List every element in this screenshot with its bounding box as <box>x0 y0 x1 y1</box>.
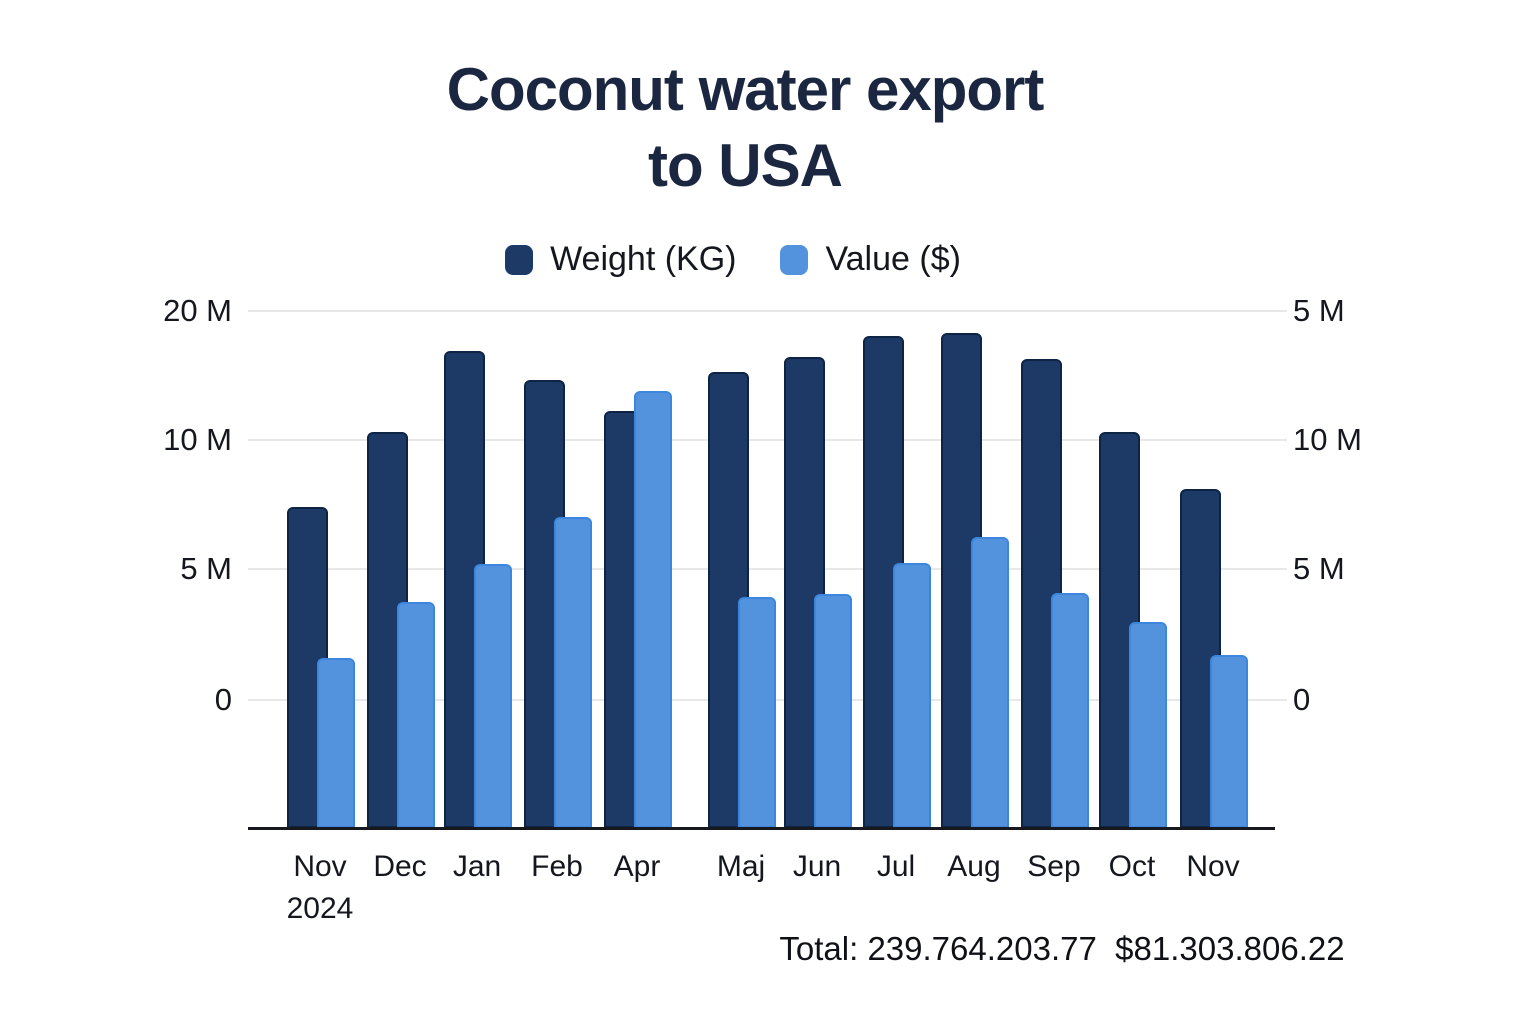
x-axis-label-nov: Nov <box>1186 850 1240 883</box>
bar-value-sep <box>1051 593 1089 828</box>
gridline <box>248 568 1287 570</box>
right-axis-tick: 0 <box>1293 682 1311 717</box>
x-axis-label-nov: Nov 2024 <box>260 846 380 930</box>
right-axis-tick: 5 M <box>1293 293 1345 328</box>
x-axis-label-apr: Apr <box>613 850 661 883</box>
legend-label-value: Value ($) <box>825 240 961 278</box>
bar-value-dec <box>397 602 435 828</box>
chart-title-line1: Coconut water export <box>446 56 1045 123</box>
value-swatch <box>780 244 809 275</box>
x-axis-label-feb: Feb <box>531 850 583 883</box>
x-axis-sublabel-year: 2024 <box>286 892 354 925</box>
left-axis-tick: 10 M <box>163 422 232 457</box>
legend-item-value: Value ($) <box>780 240 961 279</box>
gridline <box>248 310 1287 312</box>
x-axis-label-dec: Dec <box>373 850 427 883</box>
bar-value-maj <box>738 597 776 828</box>
x-axis-line <box>248 827 1275 830</box>
legend-item-weight: Weight (KG) <box>505 240 736 279</box>
x-axis-label-jun: Jun <box>792 850 842 883</box>
bar-value-feb <box>554 517 592 828</box>
x-axis-label-oct: Oct <box>1108 850 1156 883</box>
bar-value-oct <box>1129 622 1167 828</box>
weight-swatch <box>505 244 534 275</box>
left-axis-tick: 20 M <box>163 293 232 328</box>
bar-value-aug <box>971 537 1009 828</box>
bar-value-jun <box>814 594 852 828</box>
legend: Weight (KG) Value ($) <box>0 240 1466 279</box>
bar-value-nov <box>1210 655 1248 828</box>
gridline <box>248 439 1287 441</box>
legend-label-weight: Weight (KG) <box>550 240 737 278</box>
bar-value-jan <box>474 564 512 828</box>
left-axis-tick: 5 M <box>180 551 232 586</box>
total-label: Total: 239.764.203.77 $81.303.806.22 <box>779 930 1345 967</box>
x-axis-label-jan: Jan <box>452 850 502 883</box>
bar-value-apr <box>634 391 672 828</box>
bar-value-nov <box>317 658 355 828</box>
left-axis-tick: 0 <box>214 682 232 717</box>
chart-title: Coconut water export to USA <box>0 52 1490 204</box>
x-axis-label-maj: Maj <box>716 850 766 883</box>
bar-value-jul <box>893 563 931 828</box>
right-axis-tick: 10 M <box>1293 422 1362 457</box>
right-axis-tick: 5 M <box>1293 551 1345 586</box>
x-axis-label-aug: Aug <box>947 850 1001 883</box>
x-axis-label-sep: Sep <box>1027 850 1081 883</box>
chart-title-line2: to USA <box>648 132 843 199</box>
x-axis-label-jul: Jul <box>876 850 916 883</box>
